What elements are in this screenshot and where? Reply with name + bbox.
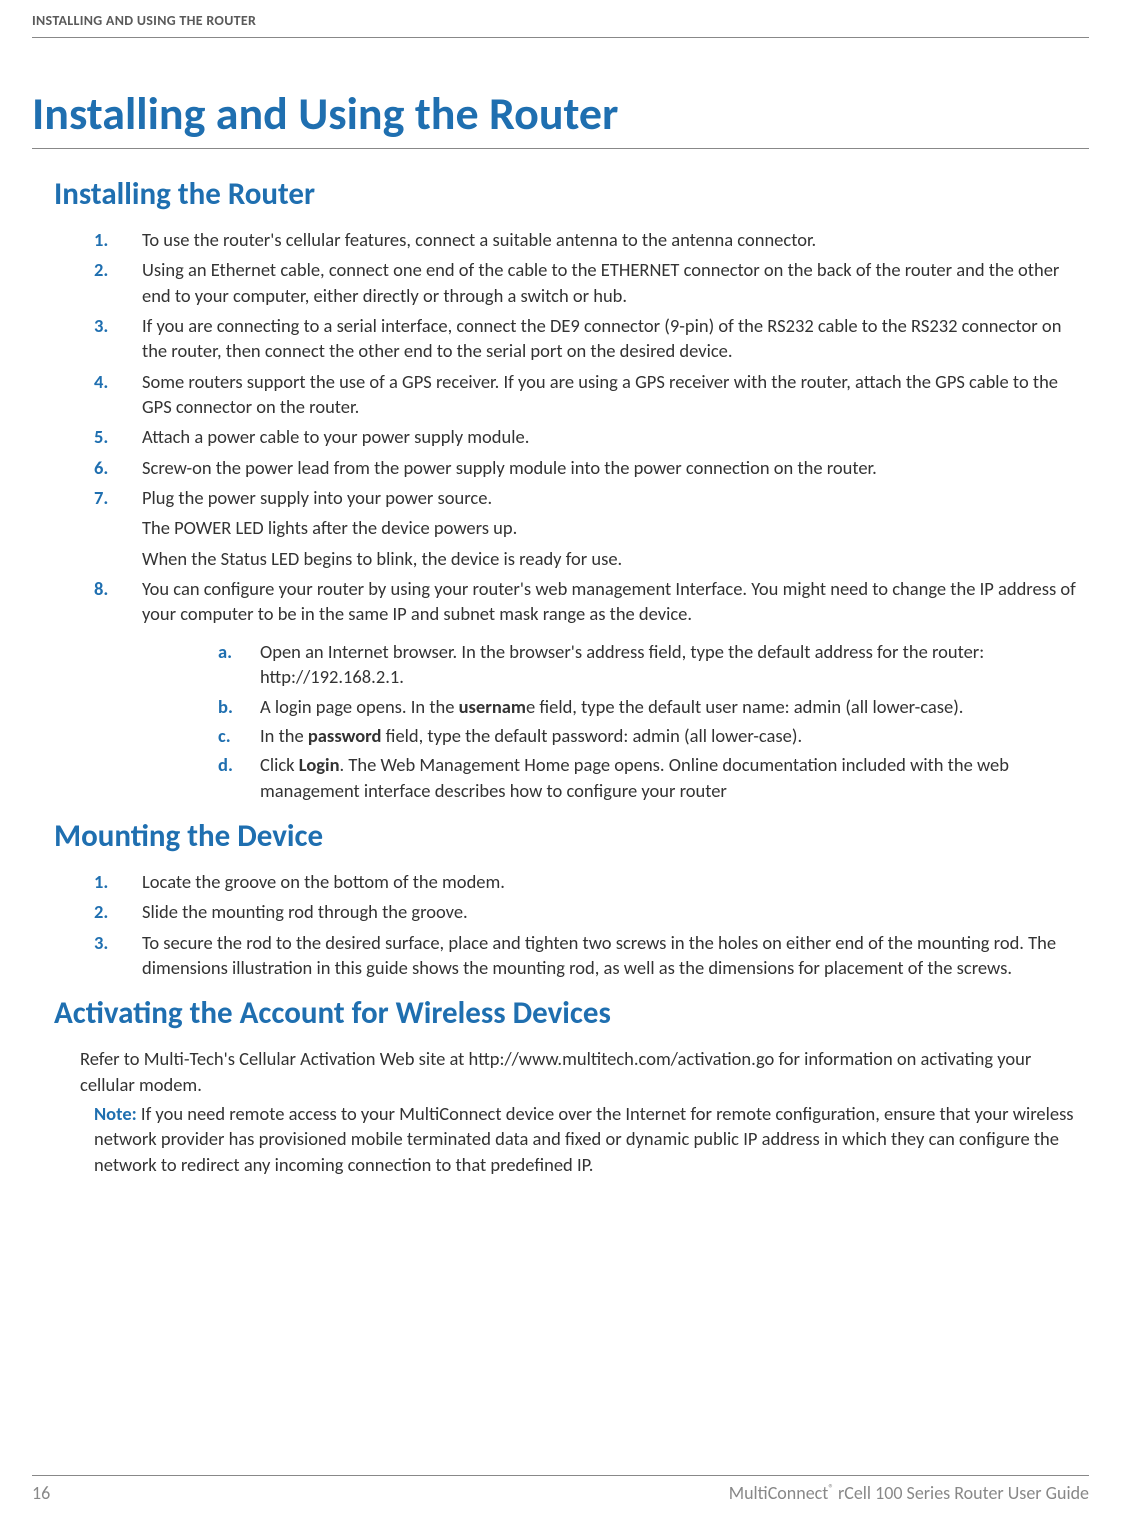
section-heading-activating: Activating the Account for Wireless Devi… <box>54 994 1089 1032</box>
list-item-text: Plug the power supply into your power so… <box>142 486 492 509</box>
book-title: MultiConnect® rCell 100 Series Router Us… <box>729 1482 1089 1504</box>
list-item: To use the router's cellular features, c… <box>94 227 1089 252</box>
sub-text: Click <box>260 753 299 776</box>
page-title-h1: Installing and Using the Router <box>32 86 1089 142</box>
list-item: Slide the mounting rod through the groov… <box>94 899 1089 924</box>
list-item: To secure the rod to the desired surface… <box>94 930 1089 981</box>
note-body: If you need remote access to your MultiC… <box>94 1102 1074 1176</box>
list-item-continuation: The POWER LED lights after the device po… <box>142 515 1089 540</box>
sub-text: . The Web Management Home page opens. On… <box>260 753 1009 801</box>
section-heading-install: Installing the Router <box>54 175 1089 213</box>
install-steps-list: To use the router's cellular features, c… <box>94 227 1089 627</box>
sub-list-item: A login page opens. In the username fiel… <box>218 694 1089 719</box>
running-header: INSTALLING AND USING THE ROUTER <box>32 12 1089 29</box>
list-item: Using an Ethernet cable, connect one end… <box>94 257 1089 308</box>
note-label: Note: <box>94 1102 137 1125</box>
h1-divider <box>32 148 1089 149</box>
sub-text: e field, type the default user name: adm… <box>526 695 964 718</box>
body-paragraph: Refer to Multi-Tech's Cellular Activatio… <box>80 1046 1089 1097</box>
book-title-pre: MultiConnect <box>729 1482 829 1504</box>
sub-text: A login page opens. In the <box>260 695 459 718</box>
list-item: If you are connecting to a serial interf… <box>94 313 1089 364</box>
install-sub-steps-list: Open an Internet browser. In the browser… <box>218 639 1089 803</box>
list-item: Screw-on the power lead from the power s… <box>94 455 1089 480</box>
footer-divider <box>32 1475 1089 1476</box>
list-item: You can configure your router by using y… <box>94 576 1089 627</box>
list-item: Plug the power supply into your power so… <box>94 485 1089 571</box>
list-item: Locate the groove on the bottom of the m… <box>94 869 1089 894</box>
sub-text-bold: password <box>308 724 382 747</box>
sub-list-item: Open an Internet browser. In the browser… <box>218 639 1089 690</box>
list-item: Some routers support the use of a GPS re… <box>94 369 1089 420</box>
sub-text: field, type the default password: admin … <box>381 724 802 747</box>
page-number: 16 <box>32 1482 50 1504</box>
list-item: Attach a power cable to your power suppl… <box>94 424 1089 449</box>
header-divider <box>32 37 1089 38</box>
sub-text: In the <box>260 724 308 747</box>
mounting-steps-list: Locate the groove on the bottom of the m… <box>94 869 1089 980</box>
sub-text-bold: Login <box>299 753 340 776</box>
sub-list-item: Click Login. The Web Management Home pag… <box>218 752 1089 803</box>
list-item-continuation: When the Status LED begins to blink, the… <box>142 546 1089 571</box>
note-block: Note: If you need remote access to your … <box>94 1101 1089 1177</box>
book-title-post: rCell 100 Series Router User Guide <box>834 1482 1089 1504</box>
section-heading-mounting: Mounting the Device <box>54 817 1089 855</box>
page-footer: 16 MultiConnect® rCell 100 Series Router… <box>0 1475 1121 1504</box>
sub-list-item: In the password field, type the default … <box>218 723 1089 748</box>
sub-text-bold: usernam <box>459 695 526 718</box>
